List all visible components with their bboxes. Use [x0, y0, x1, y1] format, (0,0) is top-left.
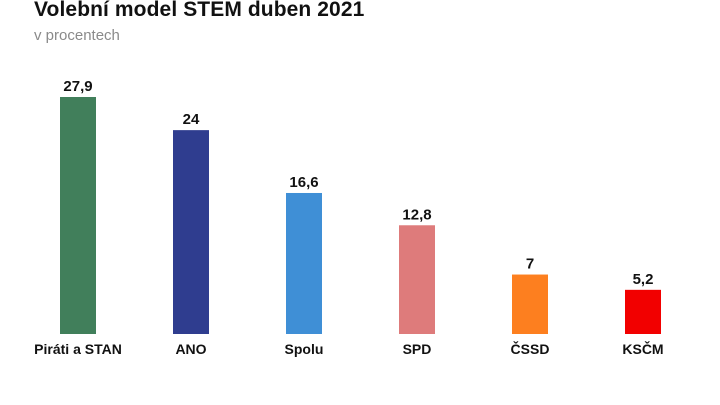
bar-5: [625, 289, 661, 334]
value-label-0: 27,9: [63, 78, 92, 95]
category-label-5: KSČM: [622, 340, 663, 357]
chart-subtitle: v procentech: [34, 27, 120, 44]
bar-0: [60, 97, 96, 334]
value-label-5: 5,2: [633, 271, 654, 288]
category-label-3: SPD: [403, 341, 432, 357]
value-label-2: 16,6: [289, 174, 318, 191]
bar-2: [286, 192, 322, 334]
bar-3: [399, 225, 435, 334]
category-label-4: ČSSD: [511, 340, 550, 357]
bar-4: [512, 274, 548, 334]
value-label-1: 24: [183, 111, 200, 128]
value-label-4: 7: [526, 256, 534, 273]
category-label-0: Piráti a STAN: [34, 341, 122, 357]
category-label-1: ANO: [175, 341, 206, 357]
category-label-2: Spolu: [285, 341, 324, 357]
chart-title: Volební model STEM duben 2021: [34, 0, 365, 21]
bar-1: [173, 130, 209, 334]
value-label-3: 12,8: [402, 206, 431, 223]
